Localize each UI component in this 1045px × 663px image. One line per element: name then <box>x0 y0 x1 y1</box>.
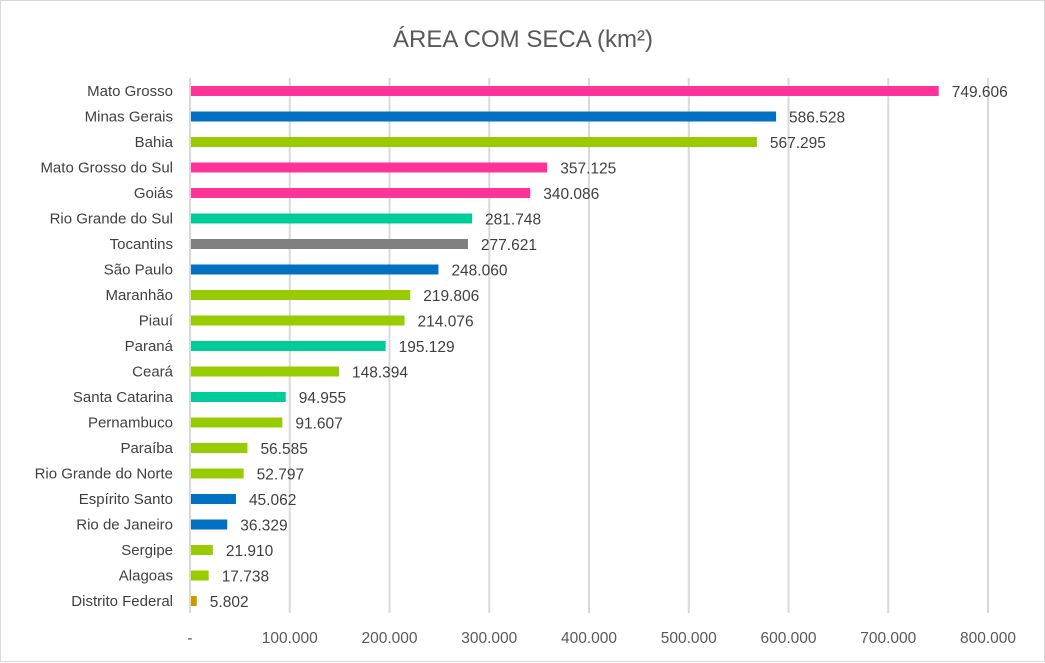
bar <box>191 596 197 606</box>
bar <box>191 86 939 96</box>
chart-title: ÁREA COM SECA (km²) <box>393 26 653 53</box>
bar <box>191 545 213 555</box>
bar <box>191 392 286 402</box>
bar <box>191 366 340 377</box>
x-tick-label: 200.000 <box>361 630 417 647</box>
data-label: 248.060 <box>451 263 507 280</box>
data-label: 567.295 <box>770 135 826 152</box>
category-label: Bahia <box>135 134 174 151</box>
data-label: 340.086 <box>543 186 599 203</box>
data-label: 749.606 <box>952 84 1008 101</box>
data-label: 357.125 <box>560 161 616 178</box>
bar <box>191 213 473 224</box>
data-label: 5.802 <box>210 594 249 611</box>
data-label: 281.748 <box>485 212 541 229</box>
x-tick-label: - <box>187 630 192 647</box>
x-tick-label: 400.000 <box>561 630 617 647</box>
data-label: 91.607 <box>295 416 342 433</box>
bar <box>191 519 228 530</box>
bar <box>191 239 468 249</box>
data-label: 214.076 <box>418 314 474 331</box>
category-label: Rio Grande do Sul <box>50 211 173 228</box>
x-tick-label: 700.000 <box>860 630 916 647</box>
category-label: Paraná <box>125 338 174 355</box>
category-label: Goiás <box>134 185 173 202</box>
bar <box>191 468 244 479</box>
category-label: Pernambuco <box>88 415 173 432</box>
data-label: 586.528 <box>789 110 845 127</box>
x-tick-label: 500.000 <box>661 630 717 647</box>
data-label: 148.394 <box>352 365 408 382</box>
bar <box>191 162 548 173</box>
bar <box>191 264 439 275</box>
data-label: 45.062 <box>249 492 296 509</box>
x-tick-label: 600.000 <box>760 630 816 647</box>
category-label: Ceará <box>132 364 174 381</box>
x-tick-label: 800.000 <box>960 630 1016 647</box>
data-label: 277.621 <box>481 237 537 254</box>
data-label: 94.955 <box>299 390 346 407</box>
bar <box>191 137 757 147</box>
bar <box>191 417 283 428</box>
bar <box>191 188 531 198</box>
category-label: Minas Gerais <box>85 109 173 126</box>
bar <box>191 111 777 122</box>
category-label: Rio Grande do Norte <box>35 466 173 483</box>
x-tick-label: 300.000 <box>461 630 517 647</box>
category-label: Piauí <box>139 313 174 330</box>
bar <box>191 570 209 581</box>
category-label: Mato Grosso do Sul <box>40 160 173 177</box>
bar <box>191 443 248 453</box>
x-tick-label: 100.000 <box>262 630 318 647</box>
category-label: Santa Catarina <box>73 389 174 406</box>
category-label: Alagoas <box>119 568 173 585</box>
category-label: Distrito Federal <box>71 593 173 610</box>
bar <box>191 341 386 351</box>
category-label: Maranhão <box>105 287 173 304</box>
data-label: 17.738 <box>222 569 269 586</box>
data-label: 21.910 <box>226 543 274 560</box>
category-label: Sergipe <box>121 542 173 559</box>
bar <box>191 494 236 504</box>
data-label: 52.797 <box>257 467 304 484</box>
data-label: 195.129 <box>399 339 455 356</box>
category-label: Paraíba <box>120 440 173 457</box>
category-label: São Paulo <box>104 262 173 279</box>
data-label: 56.585 <box>260 441 307 458</box>
bar <box>191 290 411 300</box>
data-label: 36.329 <box>240 518 287 535</box>
category-label: Espírito Santo <box>79 491 173 508</box>
category-label: Mato Grosso <box>87 83 173 100</box>
category-label: Rio de Janeiro <box>76 517 173 534</box>
bar <box>191 315 405 326</box>
data-label: 219.806 <box>423 288 479 305</box>
category-label: Tocantins <box>110 236 173 253</box>
